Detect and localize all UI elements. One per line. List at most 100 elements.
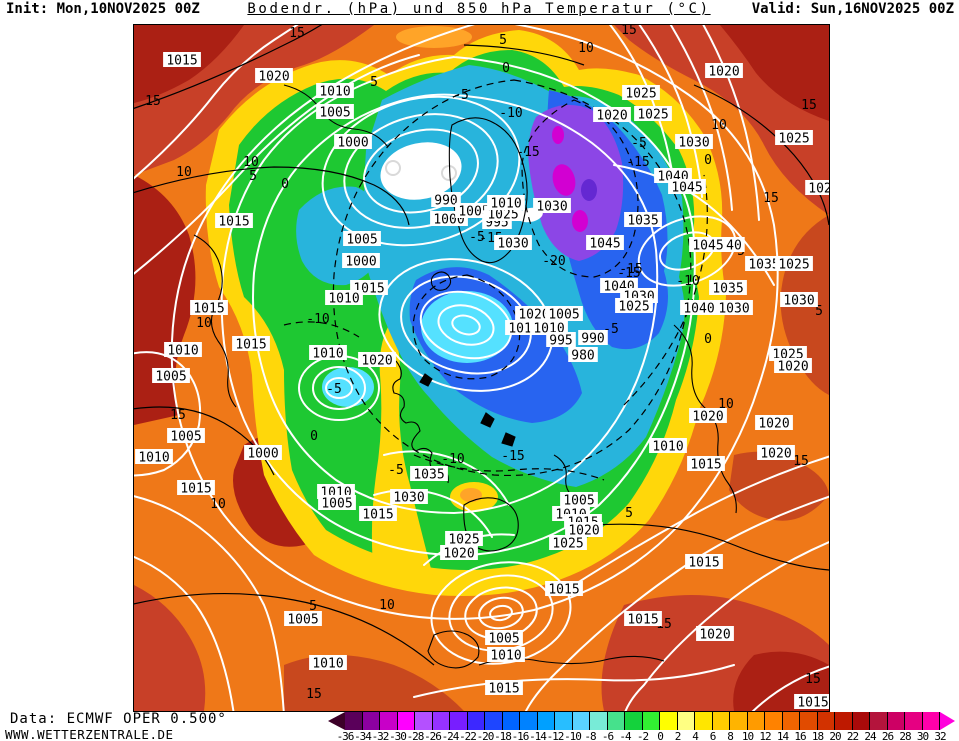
svg-text:1030: 1030	[536, 200, 567, 215]
colorbar-tick: -20	[476, 730, 495, 741]
colorbar-segment	[432, 712, 450, 730]
init-time-label: Init: Mon,10NOV2025 00Z	[6, 1, 200, 17]
svg-text:1045: 1045	[692, 239, 723, 254]
svg-text:1025: 1025	[778, 132, 809, 147]
temp-label: 0	[704, 153, 712, 168]
colorbar-segment	[765, 712, 783, 730]
svg-text:1035: 1035	[748, 258, 779, 273]
temp-label: 0	[502, 61, 510, 76]
pressure-label: 1025	[549, 535, 587, 552]
colorbar-tick: -2	[636, 730, 649, 741]
pressure-labels-layer: 1015102010101005100010151005100010151010…	[135, 52, 829, 711]
pressure-label: 1030	[675, 134, 713, 151]
pressure-label: 1035	[624, 212, 662, 229]
temp-label: -5	[326, 382, 342, 397]
colorbar-segment	[397, 712, 415, 730]
svg-text:1010: 1010	[652, 440, 683, 455]
svg-text:1020: 1020	[258, 70, 289, 85]
pressure-label: 1005	[545, 306, 583, 323]
colorbar-tick: 16	[794, 730, 806, 741]
svg-text:1020: 1020	[699, 628, 730, 643]
temp-label: -15	[516, 145, 539, 160]
svg-text:1015: 1015	[548, 583, 579, 598]
pressure-label: 1015	[485, 680, 523, 697]
colorbar-segment	[625, 712, 643, 730]
svg-text:1020: 1020	[777, 360, 808, 375]
pressure-label: 1020	[689, 408, 727, 425]
colorbar-segment	[537, 712, 555, 730]
pressure-label: 1015	[685, 554, 723, 571]
pressure-label: 1025	[615, 298, 653, 315]
temp-label: -5	[388, 463, 404, 478]
pressure-label: 1030	[780, 292, 818, 309]
svg-text:1010: 1010	[312, 657, 343, 672]
colorbar-segment	[380, 712, 398, 730]
svg-text:990: 990	[581, 332, 604, 347]
colorbar-tick: -28	[406, 730, 425, 741]
weather-map-svg: 151551010501510150-15155100-5-10-15-5-20…	[134, 25, 829, 711]
colorbar-tick: -32	[371, 730, 390, 741]
pressure-label: 40	[723, 237, 745, 254]
svg-text:1005: 1005	[548, 308, 579, 323]
svg-text:1015: 1015	[362, 508, 393, 523]
colorbar-segment	[520, 712, 538, 730]
svg-text:1040: 1040	[683, 302, 714, 317]
svg-text:980: 980	[571, 349, 594, 364]
colorbar-segment	[415, 712, 433, 730]
pressure-label: 980	[568, 347, 598, 364]
svg-text:1005: 1005	[563, 494, 594, 509]
pressure-label: 1030	[390, 489, 428, 506]
pressure-label: 1020	[440, 545, 478, 562]
svg-text:1020: 1020	[596, 109, 627, 124]
svg-text:1010: 1010	[319, 85, 350, 100]
colorbar-segment	[695, 712, 713, 730]
temp-label: -20	[542, 254, 565, 269]
website-label: WWW.WETTERZENTRALE.DE	[5, 727, 174, 741]
svg-text:990: 990	[434, 194, 457, 209]
colorbar-tick: 20	[829, 730, 841, 741]
colorbar-segment	[817, 712, 835, 730]
pressure-label: 1025	[622, 85, 660, 102]
pressure-label: 1020	[593, 107, 631, 124]
colorbar-segment	[450, 712, 468, 730]
svg-text:1030: 1030	[497, 237, 528, 252]
svg-text:1015: 1015	[690, 458, 721, 473]
temp-label: -10	[499, 106, 522, 121]
colorbar-tick: 24	[864, 730, 876, 741]
pressure-label: 1020	[255, 68, 293, 85]
pressure-label: 1000	[334, 134, 372, 151]
temp-label: 10	[243, 155, 259, 170]
colorbar-tick: 8	[727, 730, 734, 741]
pressure-label: 1045	[689, 237, 727, 254]
temp-label: -5	[469, 230, 485, 245]
colorbar-tick: -6	[601, 730, 614, 741]
colorbar-tick: 2	[674, 730, 682, 741]
colorbar-segment	[590, 712, 608, 730]
colorbar-segment	[835, 712, 853, 730]
svg-text:1035: 1035	[413, 468, 444, 483]
svg-text:1035: 1035	[712, 282, 743, 297]
temp-label: 10	[379, 598, 395, 613]
pressure-label: 1020	[757, 445, 795, 462]
svg-text:1000: 1000	[247, 447, 278, 462]
colorbar-tick: -4	[619, 730, 631, 741]
pressure-label: 1015	[794, 694, 829, 711]
temperature-colorbar: -36 -34 -32 -30 -28 -26 -24 -22 -20 -18 -16 -14 -12-…	[328, 712, 958, 741]
temp-label: -5	[631, 136, 647, 151]
colorbar-tick: 6	[709, 730, 717, 741]
pressure-label: 995	[546, 332, 576, 349]
temp-label: 5	[370, 75, 378, 90]
svg-text:1015: 1015	[797, 696, 828, 711]
pressure-label: 1035	[709, 280, 747, 297]
temp-label: -10	[441, 452, 464, 467]
colorbar-segment	[502, 712, 520, 730]
colorbar-tick: 4	[692, 730, 699, 741]
pressure-label: 1005	[316, 104, 354, 121]
pressure-label: 1020	[358, 352, 396, 369]
pressure-label: 1005	[485, 630, 523, 647]
svg-text:1025: 1025	[552, 537, 583, 552]
pressure-label: 1005	[167, 428, 205, 445]
valid-time-label: Valid: Sun,16NOV2025 00Z	[751, 1, 954, 17]
temp-label: 0	[704, 332, 712, 347]
pressure-label: 1010	[649, 438, 687, 455]
